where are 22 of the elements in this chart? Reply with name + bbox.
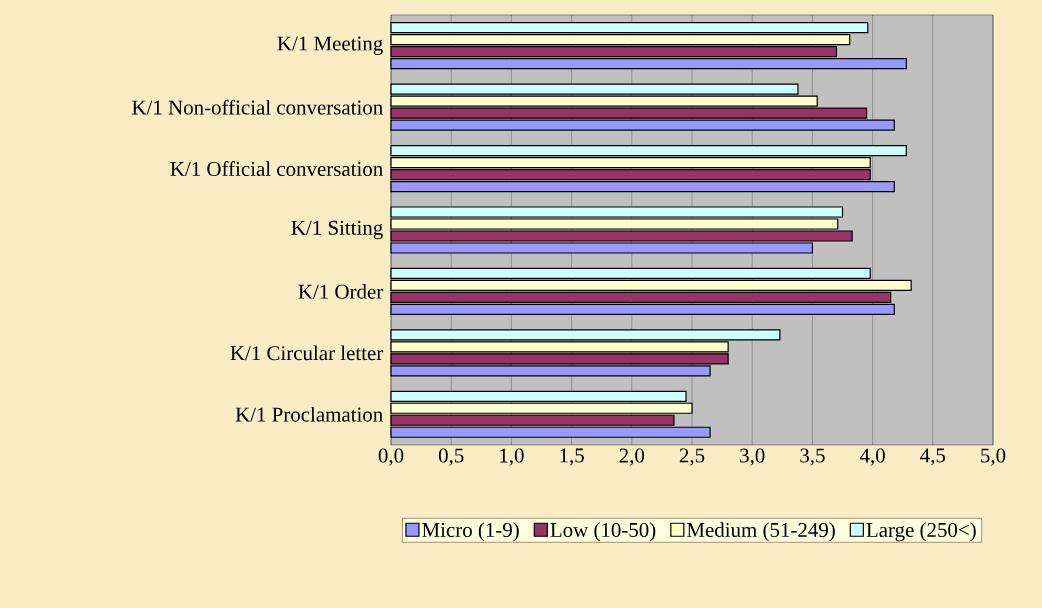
x-tick-label: 3,5 <box>800 448 825 466</box>
y-tick-label: K/1 Proclamation <box>235 406 383 422</box>
y-tick-label: K/1 Circular letter <box>230 345 384 361</box>
legend-label: Large (250<) <box>866 522 976 542</box>
legend-label: Medium (51-249) <box>687 522 835 542</box>
x-tick-label: 3,0 <box>740 448 765 466</box>
y-tick-label: K/1 Order <box>298 284 384 299</box>
x-tick-label: 2,0 <box>619 448 645 466</box>
legend-label: Micro (1-9) <box>422 522 519 542</box>
x-tick-label: 4,5 <box>920 448 946 466</box>
x-tick-label: 1,5 <box>560 448 584 466</box>
x-tick-label: 0,5 <box>438 448 464 466</box>
x-tick-label: 4,0 <box>859 448 885 466</box>
y-tick-label: K/1 Meeting <box>277 36 383 55</box>
y-tick-label: K/1 Official conversation <box>170 161 383 177</box>
legend-label: Low (10-50) <box>550 522 656 542</box>
y-tick-label: K/1 Sitting <box>291 220 383 240</box>
x-tick-label: 2,5 <box>679 448 705 466</box>
x-tick-label: 1,0 <box>500 448 524 466</box>
y-tick-label: K/1 Non-official conversation <box>132 99 383 115</box>
x-tick-label: 0,0 <box>378 448 404 466</box>
x-tick-label: 5,0 <box>981 448 1006 466</box>
